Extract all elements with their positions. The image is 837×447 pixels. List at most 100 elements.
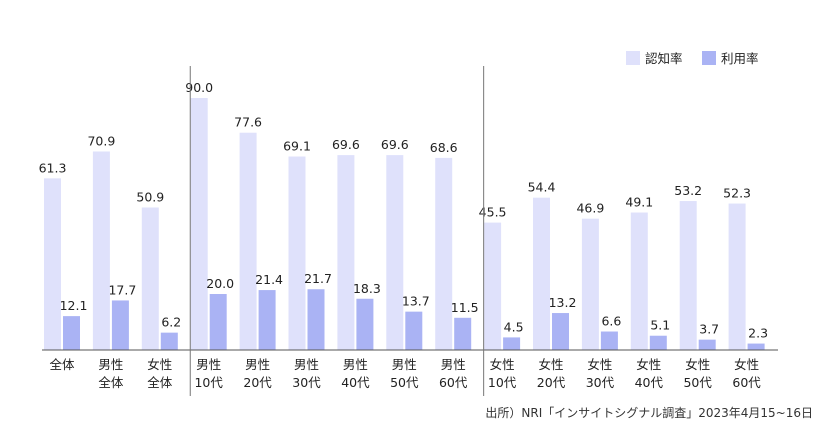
legend-swatch-2 [702,51,716,65]
x-tick-label: 女性 [147,357,172,372]
bar-usage [454,317,472,350]
bar-usage [600,331,618,350]
bar-usage [356,298,374,350]
bar-usage [552,313,569,350]
value-label-awareness: 49.1 [625,195,653,210]
bar-usage [503,337,521,350]
x-tick-label: 20代 [243,375,272,390]
x-tick-label: 女性 [587,357,612,372]
value-label-awareness: 52.3 [723,186,751,201]
value-label-usage: 4.5 [504,319,524,334]
x-tick-label: 女性 [734,357,759,372]
value-label-usage: 6.2 [161,315,181,330]
value-label-usage: 21.7 [304,271,332,286]
x-tick-label: 女性 [538,357,563,372]
x-tick-label: 全体 [98,375,124,390]
x-tick-label: 50代 [390,375,419,390]
value-label-usage: 13.7 [402,294,430,309]
legend-swatch-1 [626,51,640,65]
value-label-usage: 18.3 [353,281,381,296]
bar-awareness [190,98,208,350]
source-note: 出所）NRI「インサイトシグナル調査」2023年4月15~16日 [485,406,813,420]
bar-usage [747,343,765,350]
bar-awareness [630,212,648,350]
bar-usage [209,294,227,350]
x-tick-label: 60代 [439,375,468,390]
bar-chart: 認知率 利用率 61.3 12.1 70.9 17.7 50.9 6.2 90.0 20.0 77… [39,51,778,396]
value-labels-layer: 61.3 12.1 70.9 17.7 50.9 6.2 90.0 20.0 77.6 21.4 6… [39,80,768,341]
bar-usage [63,316,80,350]
value-label-usage: 17.7 [108,282,136,297]
legend-label-1: 認知率 [645,51,683,66]
bar-awareness [141,207,159,350]
bars-layer [44,98,765,350]
bar-usage [307,289,325,350]
value-label-usage: 21.4 [255,272,283,287]
value-label-awareness: 69.6 [381,137,409,152]
value-label-awareness: 46.9 [576,201,604,216]
bar-awareness [92,151,110,350]
value-label-awareness: 54.4 [528,180,556,195]
x-tick-label: 男性 [441,357,466,372]
bar-usage [160,332,178,350]
bar-awareness [728,203,746,350]
value-label-usage: 5.1 [650,318,670,333]
x-tick-label: 男性 [98,357,123,372]
x-tick-label: 男性 [196,357,221,372]
x-tick-label: 30代 [292,375,321,390]
bar-usage [111,300,129,350]
value-label-awareness: 77.6 [234,115,262,130]
value-label-usage: 3.7 [699,322,719,337]
x-tick-label: 男性 [343,357,368,372]
bar-awareness [337,155,355,350]
x-tick-label: 50代 [683,375,712,390]
bar-awareness [288,156,306,350]
x-tick-label: 男性 [245,357,270,372]
bar-awareness [533,197,550,350]
bar-awareness [484,222,502,350]
x-tick-label: 20代 [537,375,566,390]
value-label-awareness: 69.1 [283,139,311,154]
bar-awareness [239,132,257,350]
value-label-awareness: 90.0 [185,80,213,95]
x-tick-label: 40代 [635,375,664,390]
x-tick-label: 女性 [636,357,661,372]
value-label-awareness: 68.6 [430,140,458,155]
bar-awareness [386,155,404,350]
value-label-awareness: 45.5 [479,205,507,220]
x-tick-label: 60代 [732,375,761,390]
x-tick-label: 男性 [294,357,319,372]
x-axis: 全体 男性全体女性全体男性10代男性20代男性30代男性40代男性50代男性60代… [42,66,778,396]
value-label-awareness: 53.2 [674,183,702,198]
bar-usage [698,339,716,350]
x-tick-label: 30代 [586,375,615,390]
bar-usage [649,335,667,350]
value-label-awareness: 50.9 [136,189,164,204]
bar-usage [405,311,423,350]
x-tick-label: 全体 [147,375,173,390]
bar-awareness [435,157,453,350]
value-label-usage: 12.1 [60,298,88,313]
x-tick-label: 女性 [490,357,515,372]
x-tick-label: 40代 [341,375,370,390]
value-label-awareness: 61.3 [39,160,67,175]
x-tick-label: 10代 [488,375,517,390]
bar-usage [258,290,276,350]
x-tick-label: 全体 [49,357,75,372]
bar-awareness [581,218,599,350]
x-tick-label: 男性 [392,357,417,372]
x-tick-label: 10代 [194,375,223,390]
legend: 認知率 利用率 [626,51,759,66]
x-tick-label: 女性 [685,357,710,372]
legend-label-2: 利用率 [721,51,759,66]
value-label-awareness: 69.6 [332,137,360,152]
value-label-usage: 2.3 [748,326,768,341]
value-label-awareness: 70.9 [87,133,115,148]
value-label-usage: 6.6 [601,314,621,329]
bar-awareness [679,201,697,350]
value-label-usage: 11.5 [451,300,479,315]
bar-awareness [44,178,61,350]
value-label-usage: 13.2 [549,295,577,310]
value-label-usage: 20.0 [206,276,234,291]
